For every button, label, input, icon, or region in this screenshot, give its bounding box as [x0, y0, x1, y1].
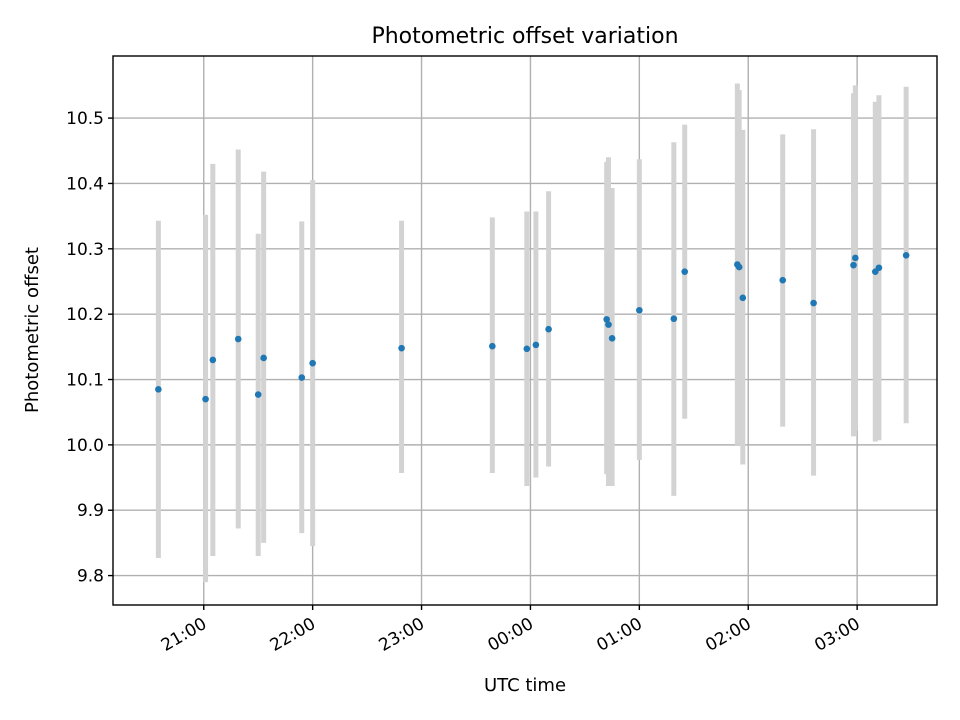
y-tick-label: 9.8 — [77, 567, 104, 587]
data-point — [523, 345, 531, 353]
data-point — [605, 321, 612, 328]
errorbar-layer — [155, 83, 909, 583]
data-point — [254, 391, 262, 398]
y-tick-label: 10.1 — [66, 371, 104, 391]
data-point — [260, 354, 267, 362]
data-point — [202, 395, 209, 403]
data-point — [636, 306, 643, 314]
point-layer — [155, 252, 910, 403]
y-axis-label: Photometric offset — [22, 247, 43, 413]
x-tick-label: 02:00 — [702, 614, 754, 656]
x-axis: 21:00 22:00 23:00 00:00 01:00 02:00 03:00 — [158, 605, 864, 656]
data-point — [532, 341, 540, 349]
y-tick-label: 10.3 — [66, 240, 104, 260]
data-point — [902, 252, 910, 259]
data-point — [850, 261, 857, 269]
data-point — [875, 264, 883, 272]
data-point — [155, 386, 162, 393]
data-point — [681, 268, 689, 275]
x-axis-label: UTC time — [484, 675, 566, 696]
data-point — [545, 325, 552, 333]
x-tick-label: 01:00 — [593, 614, 645, 656]
x-tick-label: 03:00 — [811, 614, 863, 656]
data-point — [298, 374, 306, 381]
data-point — [234, 335, 242, 343]
data-point — [739, 294, 747, 302]
data-point — [735, 263, 743, 271]
y-axis: 9.8 9.9 10.0 10.1 10.2 10.3 10.4 10.5 — [66, 109, 113, 587]
data-point — [209, 356, 217, 364]
y-tick-label: 10.4 — [66, 174, 104, 194]
data-point — [852, 254, 859, 262]
data-point — [670, 315, 678, 323]
data-point — [603, 316, 610, 323]
data-point — [309, 359, 316, 367]
y-tick-label: 10.0 — [66, 436, 104, 456]
y-tick-label: 10.5 — [66, 109, 104, 129]
x-tick-label: 21:00 — [158, 614, 210, 656]
x-tick-label: 23:00 — [376, 614, 428, 656]
y-tick-label: 9.9 — [77, 501, 104, 521]
data-point — [810, 299, 817, 307]
x-tick-label: 00:00 — [485, 614, 537, 656]
plot-frame — [112, 55, 938, 606]
chart-title: Photometric offset variation — [371, 24, 678, 49]
x-tick-label: 22:00 — [267, 614, 319, 656]
data-point — [489, 342, 496, 350]
data-point — [398, 344, 405, 352]
data-point — [608, 335, 616, 342]
y-tick-label: 10.2 — [66, 305, 104, 325]
data-point — [779, 276, 787, 284]
